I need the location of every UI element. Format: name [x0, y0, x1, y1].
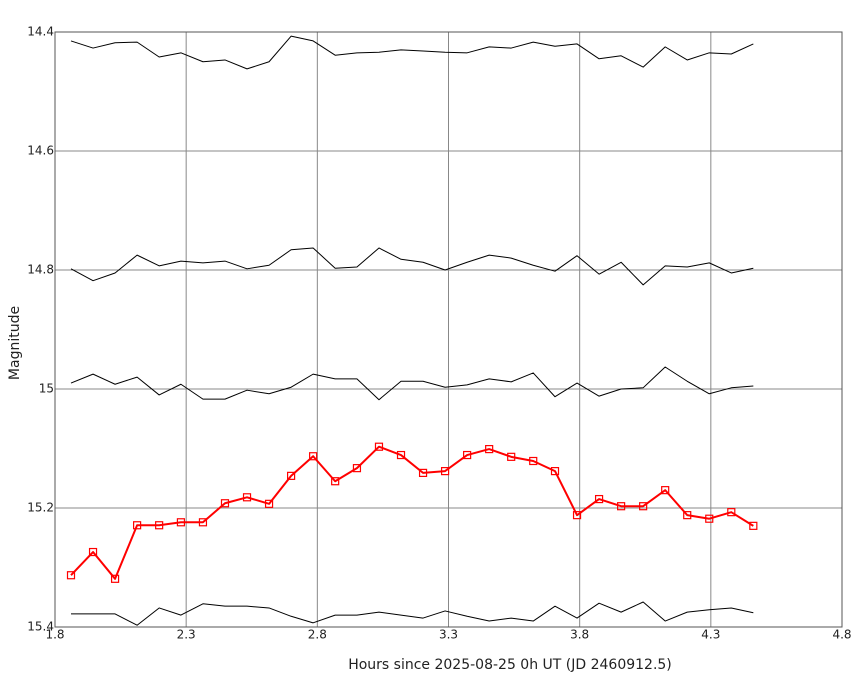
data-point	[220, 499, 230, 508]
data-point	[287, 471, 296, 480]
data-point	[727, 508, 736, 517]
data-point	[661, 486, 670, 495]
data-point	[418, 468, 428, 477]
data-point	[396, 450, 406, 460]
x-tick-label: 4.8	[832, 628, 851, 642]
y-axis-label: Magnitude	[7, 306, 23, 380]
data-point	[264, 499, 274, 508]
data-point	[88, 547, 98, 557]
data-point	[572, 511, 582, 520]
data-point	[507, 452, 516, 461]
data-point	[133, 521, 142, 530]
data-point	[242, 493, 252, 502]
y-tick-label: 15.2	[27, 501, 54, 515]
y-tick-label: 15	[39, 382, 54, 396]
data-point	[352, 464, 362, 473]
series-line	[70, 247, 754, 286]
y-tick-label: 15.4	[27, 620, 54, 634]
x-tick-label: 3.8	[570, 628, 589, 642]
x-tick-label: 4.3	[701, 628, 720, 642]
data-point	[639, 502, 648, 511]
data-point	[331, 477, 340, 486]
data-point	[176, 518, 186, 527]
data-point	[550, 467, 560, 476]
data-point	[155, 521, 164, 530]
series-line	[71, 601, 754, 626]
data-point	[683, 511, 692, 520]
x-tick-label: 3.3	[439, 628, 458, 642]
series-line	[70, 445, 754, 580]
data-point	[463, 450, 472, 460]
data-point	[66, 571, 76, 580]
data-point	[617, 502, 626, 511]
y-tick-label: 14.8	[27, 263, 54, 277]
data-point	[594, 494, 604, 504]
y-tick-label: 14.6	[27, 144, 54, 158]
plot-frame	[54, 31, 843, 628]
data-point	[485, 444, 494, 454]
data-point	[198, 518, 208, 527]
data-point	[529, 456, 538, 466]
data-point	[374, 442, 384, 451]
data-point	[309, 452, 318, 461]
x-tick-label: 2.8	[308, 628, 327, 642]
data-point	[749, 521, 758, 530]
data-point	[440, 467, 450, 476]
x-axis-label: Hours since 2025-08-25 0h UT (JD 2460912…	[348, 657, 672, 673]
data-point	[110, 574, 120, 583]
data-point	[705, 514, 714, 523]
x-tick-label: 1.8	[45, 628, 64, 642]
series-line	[70, 35, 754, 70]
x-tick-label: 2.3	[177, 628, 196, 642]
series-line	[70, 366, 754, 401]
y-tick-label: 14.4	[27, 25, 54, 39]
